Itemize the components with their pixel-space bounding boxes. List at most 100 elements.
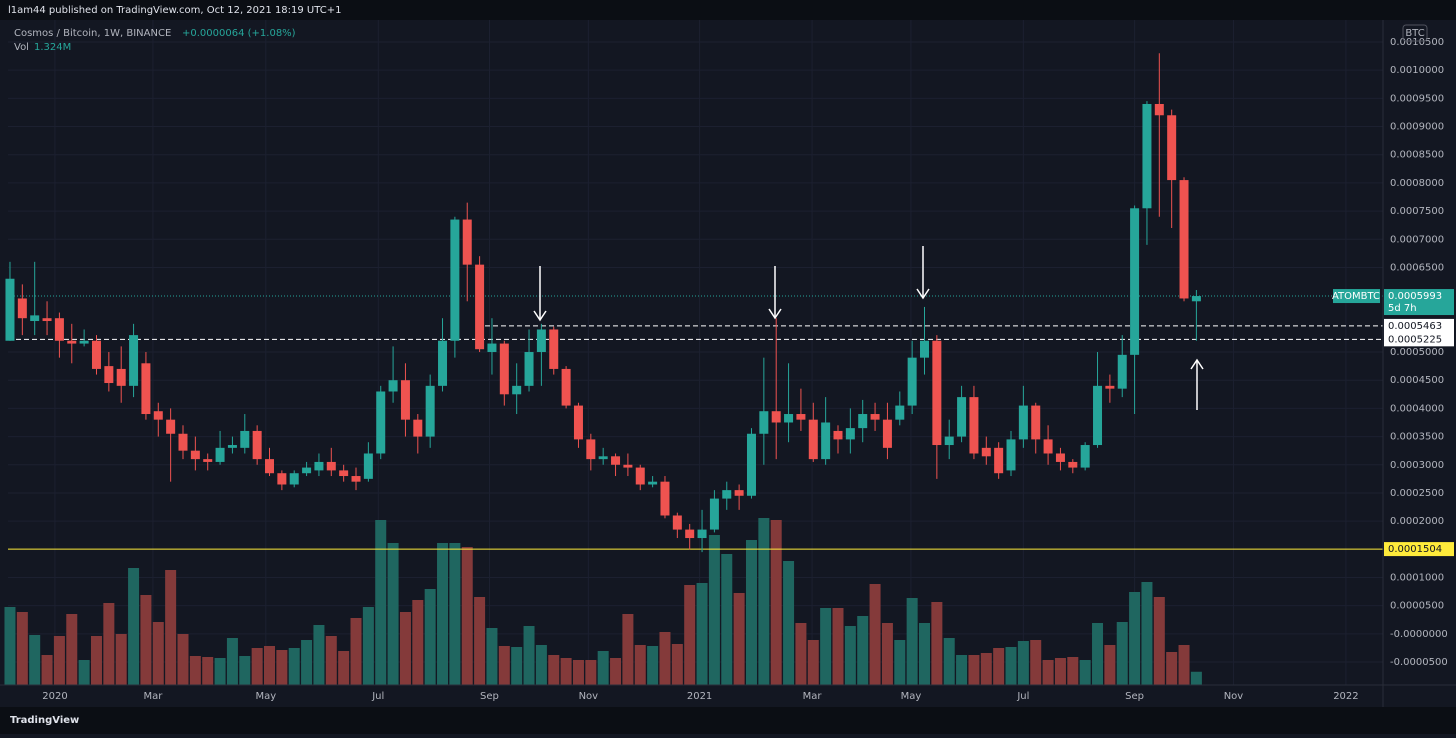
y-tick-label: 0.0007000 [1390, 234, 1444, 245]
x-tick-label: Mar [144, 691, 164, 702]
volume-bar [597, 651, 609, 685]
volume-bar [572, 660, 584, 685]
candle-body [635, 467, 645, 485]
y-tick-label: 0.0006500 [1390, 262, 1444, 273]
volume-bar [881, 623, 893, 685]
volume-bar [708, 535, 720, 685]
y-tick-label: -0.0000500 [1390, 657, 1448, 668]
volume-bar [399, 612, 411, 685]
candle-body [215, 447, 225, 462]
volume-bar [387, 543, 399, 685]
candle-body [833, 430, 843, 440]
volume-bar [906, 598, 918, 685]
volume-bar [610, 658, 622, 685]
volume-bar [128, 568, 140, 685]
candle-body [771, 411, 781, 423]
price-tag [1384, 332, 1454, 347]
candle-body [648, 481, 658, 485]
y-tick-label: 0.0008500 [1390, 150, 1444, 161]
volume-bar [980, 653, 992, 685]
volume-bar [1042, 660, 1054, 685]
candle-body [203, 459, 213, 462]
volume-bar [745, 540, 757, 685]
candle-body [141, 363, 151, 415]
candle-body [178, 433, 188, 451]
candle-body [586, 439, 596, 460]
currency: BTC [1405, 28, 1424, 39]
volume-bar [251, 648, 263, 685]
arrow-head [916, 288, 930, 300]
candle-body [1130, 208, 1140, 355]
volume-bar [103, 603, 115, 685]
y-tick-label: 0.0005000 [1390, 347, 1444, 358]
candle-body [994, 447, 1004, 474]
candle-body [1043, 439, 1053, 454]
volume-bar [375, 520, 387, 685]
candle-body [870, 414, 880, 420]
legend-change: +0.0000064 (+1.08%) [182, 28, 296, 39]
y-tick-label: 0.0004500 [1390, 375, 1444, 386]
volume-bar [498, 646, 510, 685]
x-tick-label: May [255, 691, 276, 702]
y-tick-label: 0.0009000 [1390, 122, 1444, 133]
candle-body [314, 461, 324, 471]
y-tick-label: 0.0009500 [1390, 93, 1444, 104]
volume-bar [993, 648, 1005, 685]
annotations [533, 246, 1204, 410]
price-tag-label: 0.0005225 [1388, 334, 1442, 345]
volume-bar [202, 657, 214, 685]
volume-bar [449, 543, 461, 685]
candle-body [944, 436, 954, 446]
candle-body [1105, 385, 1115, 389]
candle-body [907, 357, 917, 406]
volume-bar [177, 634, 189, 685]
y-tick-label: -0.0000000 [1390, 629, 1448, 640]
legend-title: Cosmos / Bitcoin, 1W, BINANCE [14, 28, 171, 39]
y-tick-label: 0.0003500 [1390, 432, 1444, 443]
y-tick-label: 0.0008000 [1390, 178, 1444, 189]
candle-body [129, 335, 139, 386]
volume-bar [1030, 640, 1042, 685]
candle-body [598, 456, 608, 460]
candle-body [104, 366, 114, 384]
candle-body [734, 490, 744, 496]
volume-bar [857, 616, 869, 685]
y-tick-label: 0.0002500 [1390, 488, 1444, 499]
candle-body [759, 411, 769, 434]
candle-body [42, 318, 52, 322]
volume-bar [325, 636, 337, 685]
x-tick-label: 2022 [1333, 691, 1358, 702]
volume-bar [474, 597, 486, 685]
y-tick-label: 0.0010000 [1390, 65, 1444, 76]
candle-body [697, 529, 707, 539]
candle-body [240, 430, 250, 448]
countdown: 5d 7h [1388, 303, 1417, 314]
candle-body [808, 419, 818, 460]
candle-body [5, 278, 15, 341]
candle-body [611, 456, 621, 465]
candle-body [549, 329, 559, 369]
volume-bar [1153, 597, 1165, 685]
candle-body [746, 433, 756, 496]
candle-body [685, 529, 695, 539]
volume-bar [1141, 582, 1153, 685]
volume-bar [1017, 641, 1029, 685]
header-text: l1am44 published on TradingView.com, Oct… [8, 5, 342, 16]
levels [8, 295, 1383, 550]
candle-body [227, 445, 237, 448]
candle-body [413, 419, 423, 437]
price-tag-label: 0.0001504 [1388, 544, 1442, 555]
candle-body [166, 419, 176, 434]
price-tag [1384, 542, 1454, 557]
volume-bar [795, 623, 807, 685]
footer-brand: TradingView [10, 715, 79, 726]
x-tick-label: Mar [803, 691, 823, 702]
volume-bar [16, 612, 28, 685]
y-tick-label: 0.0003000 [1390, 460, 1444, 471]
candle-body [54, 318, 64, 341]
candle-body [784, 414, 794, 423]
volume-bar [338, 651, 350, 685]
volume-bar [4, 607, 16, 685]
volume-bar [869, 584, 881, 685]
volume-bar [226, 638, 238, 685]
